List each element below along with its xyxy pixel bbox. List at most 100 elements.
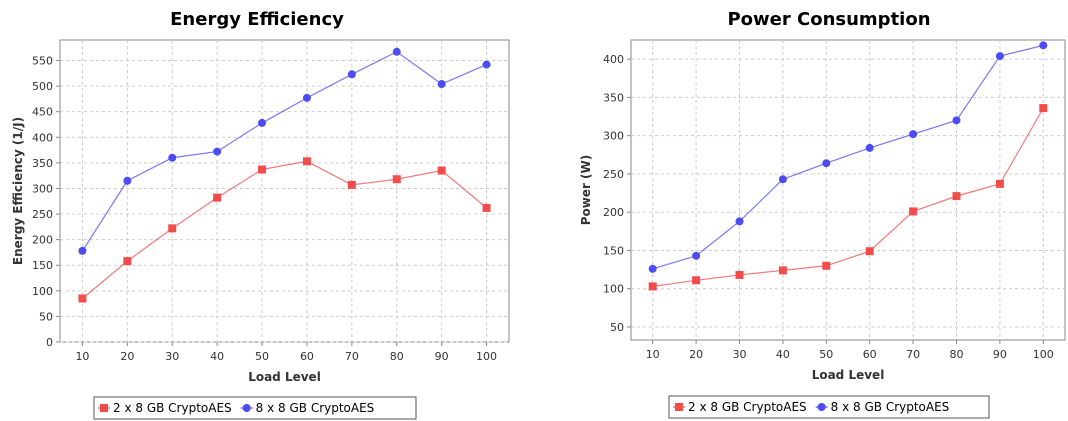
x-tick-label: 100 xyxy=(1033,348,1054,361)
data-point xyxy=(865,247,874,256)
legend-box xyxy=(668,395,990,419)
chart-title: Energy Efficiency xyxy=(170,9,344,30)
x-tick-label: 30 xyxy=(733,348,747,361)
y-tick-label: 300 xyxy=(603,130,624,143)
data-point xyxy=(78,294,87,303)
data-point xyxy=(778,175,787,184)
y-tick-label: 300 xyxy=(32,182,53,195)
y-tick-label: 400 xyxy=(32,131,53,144)
x-tick-label: 60 xyxy=(300,350,314,363)
data-point xyxy=(995,52,1004,61)
legend-marker xyxy=(100,404,108,412)
data-point xyxy=(692,276,701,285)
data-point xyxy=(213,147,222,156)
data-point xyxy=(392,47,401,56)
legend-box xyxy=(93,396,417,420)
legend-entry: 2 x 8 GB CryptoAES xyxy=(113,401,232,415)
data-point xyxy=(482,203,491,212)
data-point xyxy=(865,143,874,152)
x-tick-label: 70 xyxy=(345,350,359,363)
plot-area xyxy=(630,39,1066,341)
data-point xyxy=(735,270,744,279)
x-axis-label: Load Level xyxy=(812,368,885,382)
x-axis-label: Load Level xyxy=(248,370,321,384)
data-point xyxy=(392,175,401,184)
x-tick-label: 20 xyxy=(689,348,703,361)
data-point xyxy=(213,193,222,202)
data-point xyxy=(909,207,918,216)
legend-entry: 8 x 8 GB CryptoAES xyxy=(831,400,950,414)
data-point xyxy=(437,166,446,175)
y-axis-label: Power (W) xyxy=(579,155,593,226)
data-point xyxy=(995,179,1004,188)
legend-marker xyxy=(817,403,826,411)
x-tick-label: 40 xyxy=(210,350,224,363)
data-point xyxy=(347,70,356,79)
data-point xyxy=(168,224,177,233)
y-tick-label: 100 xyxy=(32,285,53,298)
y-tick-label: 200 xyxy=(603,206,624,219)
power-consumption-chart: Power Consumption 50 100 150 200 250 300 350 400… xyxy=(534,0,1068,421)
data-point xyxy=(168,153,177,162)
data-point xyxy=(437,80,446,89)
x-tick-label: 90 xyxy=(993,348,1007,361)
data-point xyxy=(735,217,744,226)
x-tick-label: 50 xyxy=(255,350,269,363)
data-point xyxy=(123,257,132,266)
y-tick-label: 250 xyxy=(603,168,624,181)
data-point xyxy=(1039,41,1048,50)
y-tick-label: 50 xyxy=(610,321,624,334)
y-tick-label: 100 xyxy=(603,283,624,296)
x-tick-label: 60 xyxy=(863,348,877,361)
y-tick-label: 550 xyxy=(32,54,53,67)
y-axis-label: Energy Efficiency (1/J) xyxy=(11,117,25,265)
series-line-1 xyxy=(652,107,1044,288)
y-tick-label: 400 xyxy=(603,53,624,66)
y-tick-label: 150 xyxy=(603,244,624,257)
data-point xyxy=(822,159,831,168)
y-tick-label: 200 xyxy=(32,234,53,247)
y-tick-label: 150 xyxy=(32,259,53,272)
data-point xyxy=(952,192,961,201)
data-point xyxy=(258,118,267,127)
data-point xyxy=(909,130,918,139)
data-point xyxy=(692,251,701,260)
power-consumption-svg: Power Consumption 50 100 150 200 250 300 350 400… xyxy=(579,9,1066,419)
data-point xyxy=(258,165,267,174)
data-point xyxy=(482,60,491,69)
x-tick-label: 20 xyxy=(120,350,134,363)
x-tick-label: 80 xyxy=(390,350,404,363)
x-tick-label: 70 xyxy=(906,348,920,361)
data-point xyxy=(1039,104,1048,113)
x-tick-label: 50 xyxy=(819,348,833,361)
data-point xyxy=(347,180,356,189)
legend-marker xyxy=(242,404,251,412)
data-point xyxy=(952,116,961,125)
y-tick-label: 350 xyxy=(603,91,624,104)
y-tick-label: 500 xyxy=(32,80,53,93)
series-line-2 xyxy=(81,51,487,252)
plot-area xyxy=(59,39,510,343)
energy-efficiency-svg: Energy Efficiency 0 50 100 150 200 250 300 350 40… xyxy=(11,9,510,420)
x-tick-label: 100 xyxy=(476,350,497,363)
x-tick-label: 90 xyxy=(435,350,449,363)
x-tick-label: 40 xyxy=(776,348,790,361)
y-tick-label: 450 xyxy=(32,106,53,119)
data-point xyxy=(648,264,657,273)
data-point xyxy=(778,266,787,275)
x-tick-label: 10 xyxy=(75,350,89,363)
data-point xyxy=(822,261,831,270)
chart-title: Power Consumption xyxy=(727,9,930,30)
data-point xyxy=(648,282,657,291)
y-tick-label: 250 xyxy=(32,208,53,221)
x-tick-label: 80 xyxy=(950,348,964,361)
x-tick-label: 30 xyxy=(165,350,179,363)
data-point xyxy=(123,176,132,185)
energy-efficiency-chart: Energy Efficiency 0 50 100 150 200 250 300 350 40… xyxy=(11,9,510,420)
legend-marker xyxy=(675,403,683,411)
data-point xyxy=(78,246,87,255)
y-tick-label: 50 xyxy=(39,310,53,323)
data-point xyxy=(302,157,311,166)
legend-entry: 8 x 8 GB CryptoAES xyxy=(256,401,375,415)
series-line-1 xyxy=(82,160,487,299)
